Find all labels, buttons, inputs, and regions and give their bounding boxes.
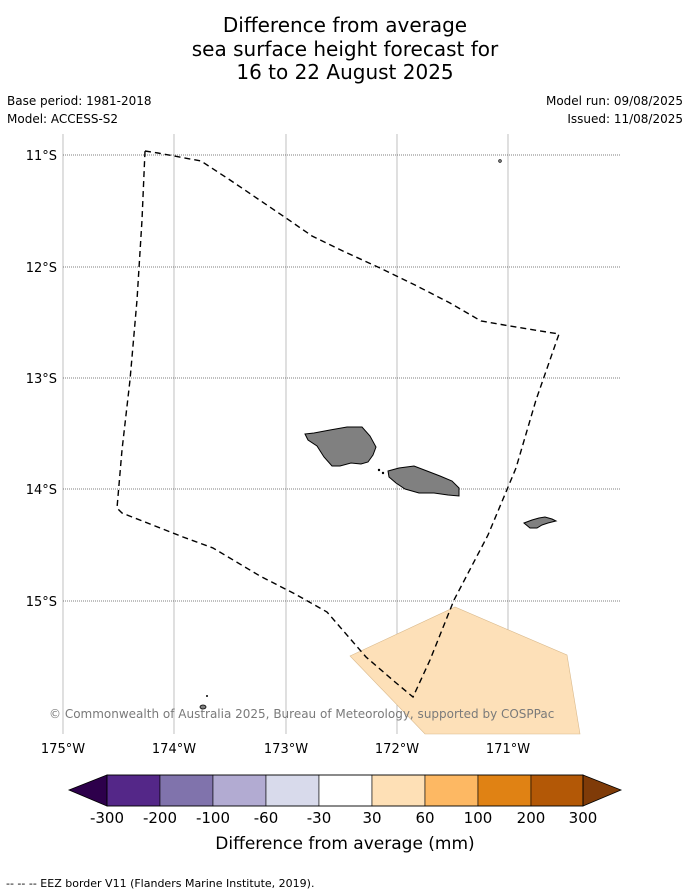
colorbar-bin-9 <box>530 774 584 807</box>
island-tutuila <box>523 516 558 529</box>
colorbar-bin-2 <box>159 774 214 807</box>
cb-tick-1: -300 <box>90 809 124 827</box>
colorbar-bin-4 <box>265 774 320 807</box>
model-run-label: Model run: 09/08/2025 <box>545 94 683 108</box>
lon-label-172w: 172°W <box>375 742 419 757</box>
colorbar <box>67 774 623 807</box>
title-line-1: Difference from average <box>222 13 468 37</box>
cb-tick-8: 100 <box>464 809 493 827</box>
islet-apolima <box>381 471 385 475</box>
colorbar-bin-3 <box>212 774 267 807</box>
colorbar-extend-high <box>582 774 623 807</box>
base-period-label: Base period: 1981-2018 <box>7 94 152 108</box>
cb-tick-4: -60 <box>254 809 279 827</box>
cb-tick-3: -100 <box>196 809 230 827</box>
colorbar-title: Difference from average (mm) <box>215 834 475 854</box>
island-savaii <box>304 426 377 467</box>
island-southwest <box>199 704 207 710</box>
islet-manono <box>377 468 381 472</box>
lat-label-15s: 15°S <box>26 595 57 610</box>
colorbar-tick-labels: -300 -200 -100 -60 -30 30 60 100 200 300 <box>90 809 597 827</box>
island-upolu <box>387 465 460 497</box>
lat-label-13s: 13°S <box>26 372 57 387</box>
colorbar-frame <box>106 774 584 807</box>
issued-label: Issued: 11/08/2025 <box>567 112 683 126</box>
islet-southwest <box>206 695 208 697</box>
model-label: Model: ACCESS-S2 <box>7 112 119 126</box>
cb-tick-6: 30 <box>362 809 381 827</box>
colorbar-bin-1 <box>106 774 161 807</box>
cb-tick-2: -200 <box>143 809 177 827</box>
lon-label-175w: 175°W <box>41 742 85 757</box>
eez-footnote: -- -- -- EEZ border V11 (Flanders Marine… <box>6 877 315 890</box>
eez-border <box>116 150 560 699</box>
islet-north <box>498 159 502 163</box>
title-line-2: sea surface height forecast for <box>191 36 499 61</box>
lon-label-174w: 174°W <box>152 742 196 757</box>
cb-tick-10: 300 <box>569 809 598 827</box>
lat-label-14s: 14°S <box>26 483 57 498</box>
colorbar-bin-8 <box>477 774 532 807</box>
copyright-notice: © Commonwealth of Australia 2025, Bureau… <box>49 707 555 721</box>
colorbar-extend-low <box>67 774 108 807</box>
land <box>199 159 558 710</box>
latitude-labels: 11°S 12°S 13°S 14°S 15°S <box>26 149 57 610</box>
anomaly-region-30-60mm <box>349 606 581 735</box>
colorbar-bin-5 <box>318 774 373 807</box>
longitude-labels: 175°W 174°W 173°W 172°W 171°W <box>41 742 530 757</box>
title-line-3: 16 to 22 August 2025 <box>236 60 454 84</box>
colorbar-bin-6 <box>371 774 426 807</box>
lat-label-11s: 11°S <box>26 149 57 164</box>
lon-label-173w: 173°W <box>264 742 308 757</box>
chart-title: Difference from average sea surface heig… <box>0 13 690 85</box>
cb-tick-5: -30 <box>307 809 332 827</box>
cb-tick-9: 200 <box>517 809 546 827</box>
colorbar-bin-7 <box>424 774 479 807</box>
lon-label-171w: 171°W <box>486 742 530 757</box>
cb-tick-7: 60 <box>415 809 434 827</box>
lat-label-12s: 12°S <box>26 261 57 276</box>
